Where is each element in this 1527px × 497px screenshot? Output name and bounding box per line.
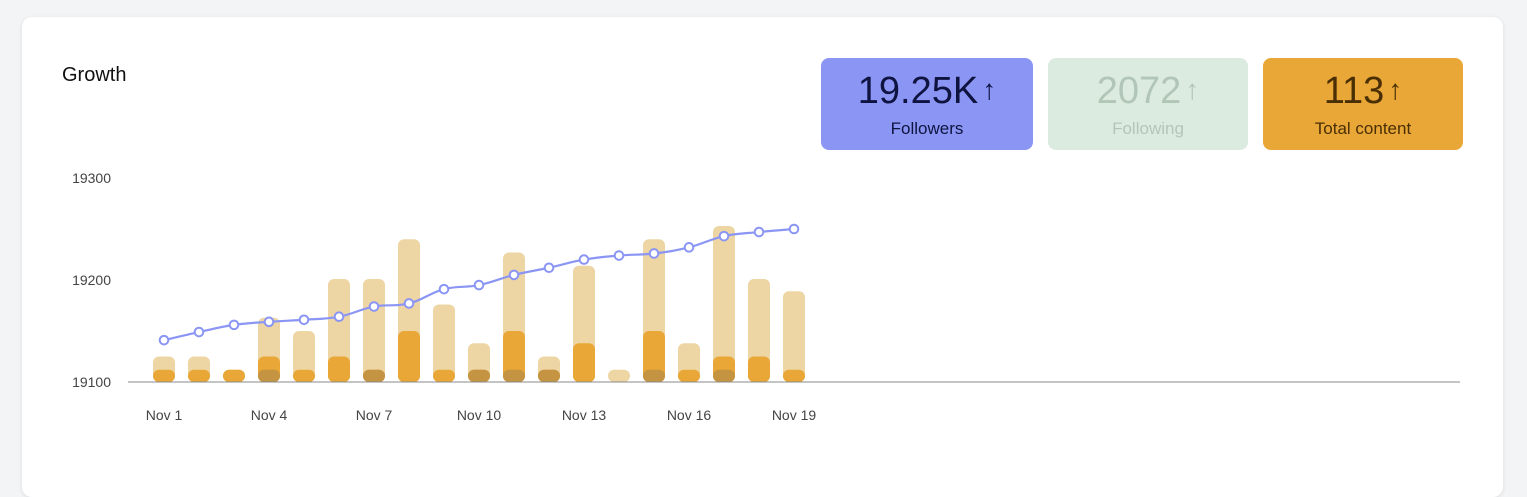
line-point [193,326,205,338]
bar [503,331,525,382]
bar [293,331,315,382]
line-point [788,223,800,235]
bar [608,369,630,382]
line-point [613,250,625,261]
bar [433,369,455,382]
growth-card: Growth 19.25K ↑ Followers 2072 ↑ Following… [22,17,1503,497]
following-label: Following [1112,119,1184,138]
x-tick-label: Nov 13 [562,407,607,423]
line-point [333,311,345,323]
line-point [298,314,310,326]
followers-value: 19.25K [857,70,979,112]
x-tick-label: Nov 16 [667,407,712,423]
bar [783,291,805,382]
bar [748,278,770,382]
following-stat[interactable]: 2072 ↑ Following [1048,58,1248,150]
bar [573,343,595,382]
total-content-label: Total content [1314,119,1412,138]
line-point [578,254,590,265]
bar [538,369,560,382]
card-title: Growth [62,64,127,86]
x-tick-label: Nov 1 [146,407,183,423]
line-point [683,242,695,253]
bar [188,369,210,382]
bar [713,369,735,382]
bar [433,304,455,382]
line-point [263,316,275,328]
arrow-up-icon: ↑ [1185,74,1200,105]
bar [293,369,315,382]
total-content-value: 113 [1323,70,1385,112]
line-point [753,226,765,238]
bar [503,369,525,382]
line-point [368,301,380,312]
bar [468,369,490,382]
bar [363,369,385,382]
bar [153,369,175,382]
line-point [228,319,240,331]
x-tick-label: Nov 10 [457,407,502,423]
line-point [403,298,415,309]
bar [783,369,805,382]
bar [328,356,350,382]
bar [363,278,385,382]
bar [713,225,735,382]
bar [328,278,350,382]
x-tick-label: Nov 19 [772,407,817,423]
bar [398,331,420,382]
line-point [473,279,485,291]
followers-stat[interactable]: 19.25K ↑ Followers [821,58,1033,150]
followers-label: Followers [890,119,964,138]
following-value: 2072 [1096,70,1182,112]
y-tick-label: 19200 [72,272,111,288]
bar [643,369,665,382]
total-content-stat[interactable]: 113 ↑ Total content [1263,58,1463,150]
bar [678,369,700,382]
x-tick-label: Nov 4 [251,407,288,423]
line-point [438,283,450,295]
line-point [648,248,660,259]
line-point [158,334,170,346]
line-point [543,262,555,274]
arrow-up-icon: ↑ [982,74,997,105]
y-tick-label: 19300 [72,170,111,186]
line-point [508,269,520,281]
bar [223,369,245,382]
bar [748,356,770,382]
x-tick-label: Nov 7 [356,407,393,423]
bar [258,369,280,382]
bar [643,331,665,382]
arrow-up-icon: ↑ [1388,74,1403,105]
growth-chart: 19300 19200 19100 Nov 1 Nov 4 Nov 7 Nov 10 Nov … [72,170,1460,423]
y-tick-label: 19100 [72,374,111,390]
line-point [718,230,730,242]
